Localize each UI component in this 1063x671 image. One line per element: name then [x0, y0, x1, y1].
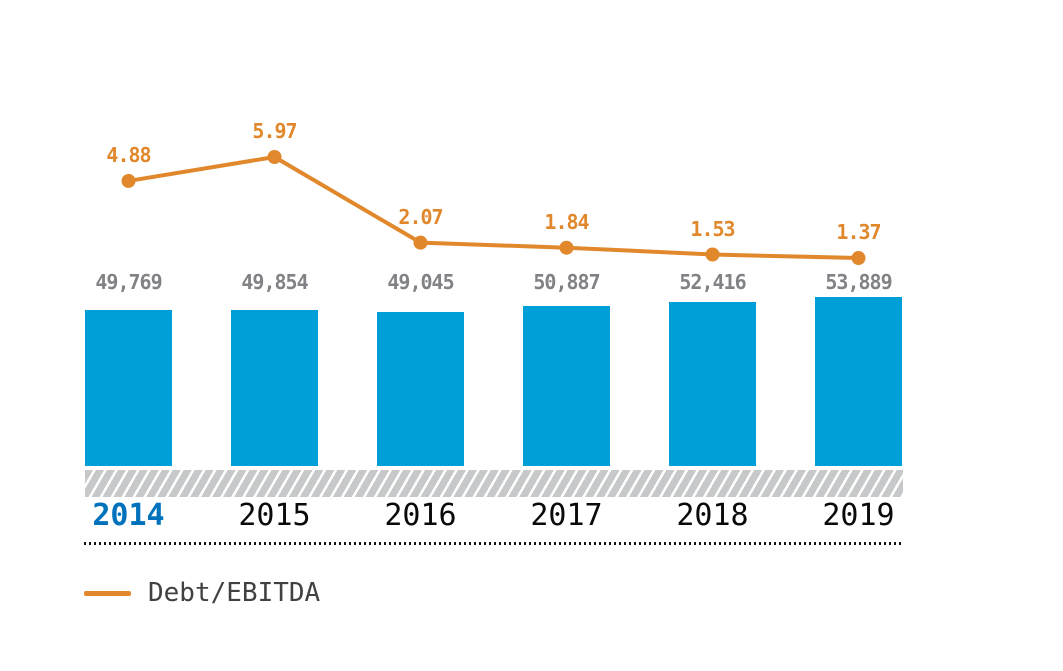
- x-axis-label-2014: 2014: [92, 498, 165, 533]
- bar-value-label-2017: 50,887: [533, 270, 600, 294]
- line-value-label-2017: 1.84: [544, 209, 589, 234]
- legend: Debt/EBITDA: [84, 578, 320, 608]
- bar-2019: [815, 297, 902, 466]
- bar-value-label-2015: 49,854: [241, 270, 308, 294]
- line-value-label-2016: 2.07: [398, 204, 443, 229]
- line-point-2015: [267, 149, 282, 164]
- bar-value-label-2014: 49,769: [95, 270, 162, 294]
- line-point-2016: [413, 235, 428, 250]
- bar-value-label-2016: 49,045: [387, 270, 454, 294]
- bar-value-label-2018: 52,416: [679, 270, 746, 294]
- line-value-label-2014: 4.88: [106, 142, 151, 167]
- x-axis-label-2017: 2017: [530, 498, 603, 533]
- legend-line-swatch-icon: [84, 590, 131, 596]
- x-axis-label-2016: 2016: [384, 498, 457, 533]
- line-value-label-2015: 5.97: [252, 118, 297, 143]
- bar-2014: [85, 310, 172, 466]
- bar-value-label-2019: 53,889: [825, 270, 892, 294]
- x-axis-label-2019: 2019: [822, 498, 895, 533]
- bar-2017: [523, 306, 610, 466]
- line-path: [128, 154, 859, 261]
- bar-2015: [231, 310, 318, 466]
- line-point-2018: [705, 247, 720, 262]
- bar-2018: [669, 302, 756, 466]
- hatch-baseline-band: [85, 470, 903, 497]
- line-point-2017: [559, 240, 574, 255]
- line-point-2014: [121, 173, 136, 188]
- dotted-divider: [84, 542, 903, 545]
- x-axis-label-2015: 2015: [238, 498, 311, 533]
- x-axis-label-2018: 2018: [676, 498, 749, 533]
- legend-label-debt-ebitda: Debt/EBITDA: [148, 578, 321, 608]
- line-value-label-2019: 1.37: [836, 220, 881, 244]
- line-point-2019: [851, 251, 866, 266]
- bar-2016: [377, 312, 464, 466]
- line-value-label-2018: 1.53: [690, 216, 735, 241]
